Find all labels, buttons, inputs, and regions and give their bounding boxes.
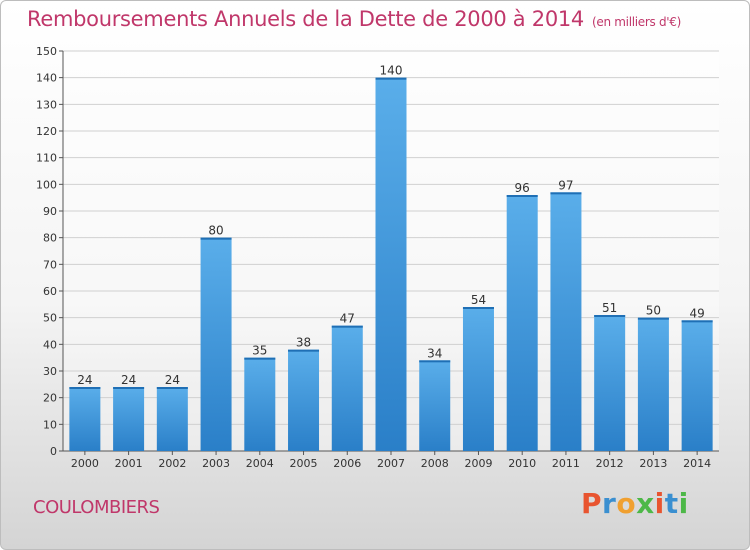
data-label: 80 bbox=[208, 224, 223, 238]
x-tick-label: 2014 bbox=[683, 457, 711, 470]
y-tick-label: 100 bbox=[36, 178, 57, 191]
data-label: 54 bbox=[471, 293, 486, 307]
bar bbox=[419, 360, 451, 451]
bar-top bbox=[506, 195, 538, 197]
y-tick-label: 130 bbox=[36, 98, 57, 111]
bar-top bbox=[156, 387, 188, 389]
data-label: 34 bbox=[427, 346, 442, 360]
x-tick-label: 2005 bbox=[290, 457, 318, 470]
bar bbox=[462, 307, 494, 451]
data-label: 38 bbox=[296, 336, 311, 350]
x-tick-label: 2009 bbox=[464, 457, 492, 470]
bar-top bbox=[375, 77, 407, 80]
x-tick-label: 2002 bbox=[158, 457, 186, 470]
x-tick-label: 2007 bbox=[377, 457, 405, 470]
y-tick-label: 40 bbox=[43, 338, 57, 351]
x-tick-label: 2008 bbox=[421, 457, 449, 470]
data-label: 140 bbox=[380, 64, 403, 78]
bar-top bbox=[113, 387, 145, 389]
brand-letter: P bbox=[581, 487, 603, 520]
x-tick-label: 2000 bbox=[71, 457, 99, 470]
bar bbox=[244, 357, 276, 451]
proxiti-logo: Proxiti bbox=[581, 487, 689, 523]
data-label: 24 bbox=[121, 373, 136, 387]
y-tick-label: 110 bbox=[36, 152, 57, 165]
bar bbox=[506, 195, 538, 451]
bar bbox=[550, 192, 582, 452]
bar-top bbox=[69, 387, 101, 389]
brand-letter: i bbox=[678, 487, 689, 520]
brand-letter: o bbox=[616, 487, 637, 520]
y-tick-label: 150 bbox=[36, 45, 57, 58]
bar bbox=[331, 325, 363, 451]
x-tick-label: 2001 bbox=[115, 457, 143, 470]
data-label: 97 bbox=[558, 178, 573, 192]
data-label: 49 bbox=[689, 306, 704, 320]
bar bbox=[288, 349, 320, 451]
brand-letter: i bbox=[654, 487, 665, 520]
bar-top bbox=[637, 317, 669, 320]
brand-letter: r bbox=[602, 487, 617, 520]
y-tick-label: 80 bbox=[43, 232, 57, 245]
chart-title: Remboursements Annuels de la Dette de 20… bbox=[27, 7, 682, 31]
x-tick-label: 2006 bbox=[333, 457, 361, 470]
bar-top bbox=[594, 315, 626, 317]
bar bbox=[594, 315, 626, 451]
brand-letter: x bbox=[636, 487, 655, 520]
data-label: 35 bbox=[252, 344, 267, 358]
x-tick-label: 2011 bbox=[552, 457, 580, 470]
data-label: 96 bbox=[515, 181, 530, 195]
brand-letter: t bbox=[664, 487, 679, 520]
bar bbox=[637, 317, 669, 451]
x-tick-label: 2003 bbox=[202, 457, 230, 470]
bar bbox=[375, 77, 407, 452]
y-tick-label: 90 bbox=[43, 205, 57, 218]
y-tick-label: 120 bbox=[36, 125, 57, 138]
y-tick-label: 0 bbox=[50, 445, 57, 458]
data-label: 50 bbox=[646, 304, 661, 318]
bar-top bbox=[288, 349, 320, 352]
x-tick-label: 2013 bbox=[639, 457, 667, 470]
bar-top bbox=[419, 360, 451, 363]
y-tick-label: 50 bbox=[43, 312, 57, 325]
bar bbox=[113, 387, 145, 451]
data-label: 24 bbox=[77, 373, 92, 387]
x-tick-label: 2004 bbox=[246, 457, 274, 470]
bar bbox=[69, 387, 101, 451]
unit-label: (en milliers d'€) bbox=[592, 15, 682, 29]
data-label: 47 bbox=[340, 312, 355, 326]
bar-top bbox=[331, 325, 363, 328]
y-tick-label: 30 bbox=[43, 365, 57, 378]
bar-top bbox=[244, 357, 276, 360]
data-label: 51 bbox=[602, 301, 617, 315]
bar-top bbox=[550, 192, 582, 195]
commune-name: COULOMBIERS bbox=[33, 497, 160, 518]
bar bbox=[200, 237, 232, 451]
y-tick-label: 10 bbox=[43, 418, 57, 431]
y-tick-label: 70 bbox=[43, 258, 57, 271]
bar bbox=[681, 320, 713, 451]
bar bbox=[156, 387, 188, 451]
y-tick-label: 20 bbox=[43, 392, 57, 405]
bar-top bbox=[681, 320, 713, 323]
bar-top bbox=[200, 237, 232, 240]
x-tick-label: 2012 bbox=[596, 457, 624, 470]
y-tick-label: 60 bbox=[43, 285, 57, 298]
bar-top bbox=[462, 307, 494, 309]
x-tick-label: 2010 bbox=[508, 457, 536, 470]
y-tick-label: 140 bbox=[36, 72, 57, 85]
data-label: 24 bbox=[165, 373, 180, 387]
